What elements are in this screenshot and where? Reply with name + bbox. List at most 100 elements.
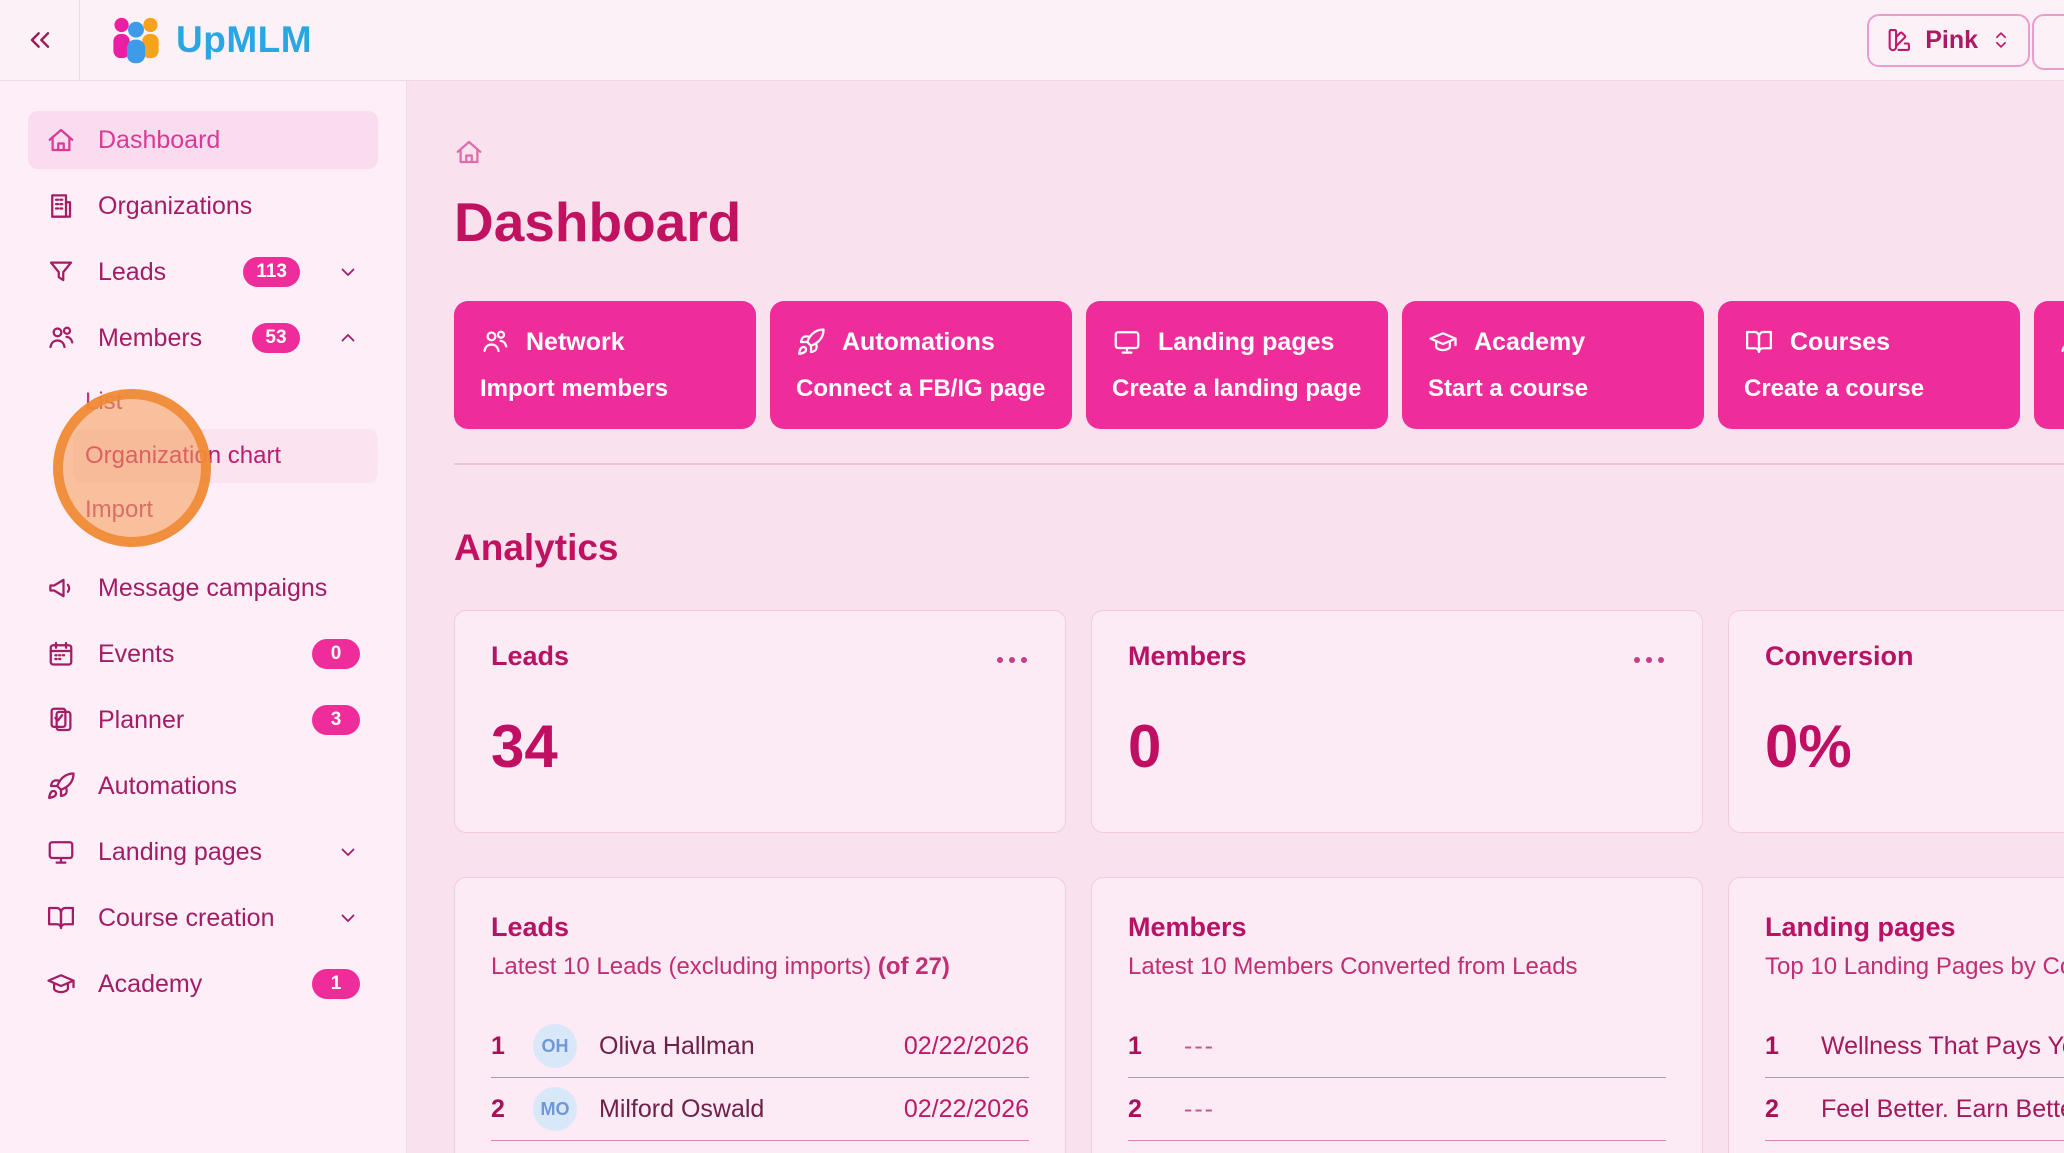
row-index: 2 [1128,1094,1142,1123]
users-icon [2058,327,2064,357]
chevron-down-icon[interactable] [336,840,360,864]
partial-toolbar-button[interactable] [2032,14,2064,70]
landing-page-row[interactable]: 1 Wellness That Pays You Back [1765,1015,2064,1078]
lead-row[interactable]: 2 MO Milford Oswald 02/22/2026 [491,1078,1029,1141]
landing-pages-list-card: Landing pages Top 10 Landing Pages by Co… [1728,877,2064,1153]
breadcrumb-home-icon[interactable] [454,137,484,167]
member-row[interactable]: 2 --- [1128,1078,1666,1141]
quick-action-subtitle: Create a landing page [1112,375,1362,402]
members-submenu: List Organization chart Import [28,375,378,537]
quick-action-partial[interactable] [2034,301,2064,429]
sidebar-subitem-list[interactable]: List [73,375,378,429]
logo-text: UpMLM [176,19,313,60]
sidebar-item-landing-pages[interactable]: Landing pages [28,823,378,881]
chevron-up-icon[interactable] [336,326,360,350]
landing-page-name: Wellness That Pays You Back [1821,1031,2064,1060]
events-count-badge: 0 [312,638,360,670]
sidebar-item-label: Events [98,639,175,668]
quick-action-automations[interactable]: Automations Connect a FB/IG page [770,301,1072,429]
list-subtitle-text: Top 10 Landing Pages by Convers [1765,953,2064,980]
quick-action-title: Courses [1790,327,1891,356]
academy-count-badge: 1 [312,968,360,1000]
sidebar-item-label: Leads [98,257,167,286]
list-subtitle: Latest 10 Members Converted from Leads [1128,953,1666,981]
swatch-book-icon [1885,26,1913,54]
graduation-cap-icon [46,969,76,999]
rocket-icon [796,327,826,357]
card-menu-button[interactable] [1632,651,1666,669]
sidebar-item-label: Planner [98,705,185,734]
quick-action-title: Network [526,327,625,356]
sidebar-item-leads[interactable]: Leads 113 [28,243,378,301]
book-open-icon [1744,327,1774,357]
theme-picker-button[interactable]: Pink [1867,13,2030,67]
sidebar-item-events[interactable]: Events 0 [28,625,378,683]
quick-action-title: Academy [1474,327,1586,356]
quick-action-title: Landing pages [1158,327,1335,356]
chevron-down-icon[interactable] [336,906,360,930]
sidebar-item-label: Organizations [98,191,253,220]
row-index: 1 [1128,1031,1142,1060]
lead-name: Oliva Hallman [599,1031,755,1060]
sidebar-item-organizations[interactable]: Organizations [28,177,378,235]
lead-date: 02/22/2026 [903,1094,1029,1123]
landing-page-row[interactable]: 2 Feel Better. Earn Better. [1765,1078,2064,1141]
sidebar-subitem-organization-chart[interactable]: Organization chart [73,429,378,483]
row-index: 2 [491,1094,505,1123]
stat-title: Leads [491,641,570,671]
member-empty-value: --- [1184,1031,1215,1060]
list-subtitle: Top 10 Landing Pages by Convers [1765,953,2064,981]
planner-count-badge: 3 [312,704,360,736]
graduation-cap-icon [1428,327,1458,357]
logo-people-icon [113,17,159,64]
quick-action-subtitle: Start a course [1428,375,1589,402]
members-list-card: Members Latest 10 Members Converted from… [1091,877,1703,1153]
sidebar-item-planner[interactable]: Planner 3 [28,691,378,749]
monitor-icon [46,837,76,867]
collapse-sidebar-button[interactable] [0,0,80,80]
app-logo[interactable]: UpMLM [108,16,312,64]
quick-actions-row: Network Import members Automations Conne… [454,301,2064,429]
stat-card-members: Members 0 [1091,610,1703,833]
chevron-down-icon[interactable] [336,260,360,284]
section-divider [454,463,2064,465]
sidebar-item-label: Dashboard [98,125,221,154]
main-content: Dashboard Network Import members Automat… [407,81,2064,1153]
sidebar-item-message-campaigns[interactable]: Message campaigns [28,559,378,617]
lead-row[interactable]: 1 OH Oliva Hallman 02/22/2026 [491,1015,1029,1078]
sidebar-item-label: Course creation [98,903,275,932]
rocket-icon [46,771,76,801]
sidebar-item-label: Members [98,323,203,352]
sidebar-item-course-creation[interactable]: Course creation [28,889,378,947]
member-row[interactable]: 1 --- [1128,1015,1666,1078]
stat-value: 34 [491,713,558,780]
leads-list-card: Leads Latest 10 Leads (excluding imports… [454,877,1066,1153]
page-title: Dashboard [454,191,742,253]
quick-action-courses[interactable]: Courses Create a course [1718,301,2020,429]
sidebar-subitem-import[interactable]: Import [73,483,378,537]
quick-action-academy[interactable]: Academy Start a course [1402,301,1704,429]
quick-action-landing-pages[interactable]: Landing pages Create a landing page [1086,301,1388,429]
stat-title: Members [1128,641,1247,671]
card-menu-button[interactable] [995,651,1029,669]
chevrons-up-down-icon [1990,29,2012,51]
calendar-icon [46,639,76,669]
sidebar-item-members[interactable]: Members 53 [28,309,378,367]
sidebar-item-academy[interactable]: Academy 1 [28,955,378,1013]
analytics-title: Analytics [454,526,619,568]
quick-action-subtitle: Connect a FB/IG page [796,375,1046,402]
home-icon [46,125,76,155]
stat-card-leads: Leads 34 [454,610,1066,833]
analytics-header: Analytics Last 30 days 01/2 [454,521,2064,574]
building-icon [46,191,76,221]
sidebar-item-dashboard[interactable]: Dashboard [28,111,378,169]
stat-value: 0% [1765,713,1852,780]
lists-row: Leads Latest 10 Leads (excluding imports… [454,877,2064,1153]
sidebar-item-label: Automations [98,771,237,800]
sidebar-item-automations[interactable]: Automations [28,757,378,815]
avatar: MO [533,1087,577,1131]
landing-pages-rows: 1 Wellness That Pays You Back 2 Feel Bet… [1765,1015,2064,1141]
quick-action-network[interactable]: Network Import members [454,301,756,429]
lead-name: Milford Oswald [599,1094,765,1123]
